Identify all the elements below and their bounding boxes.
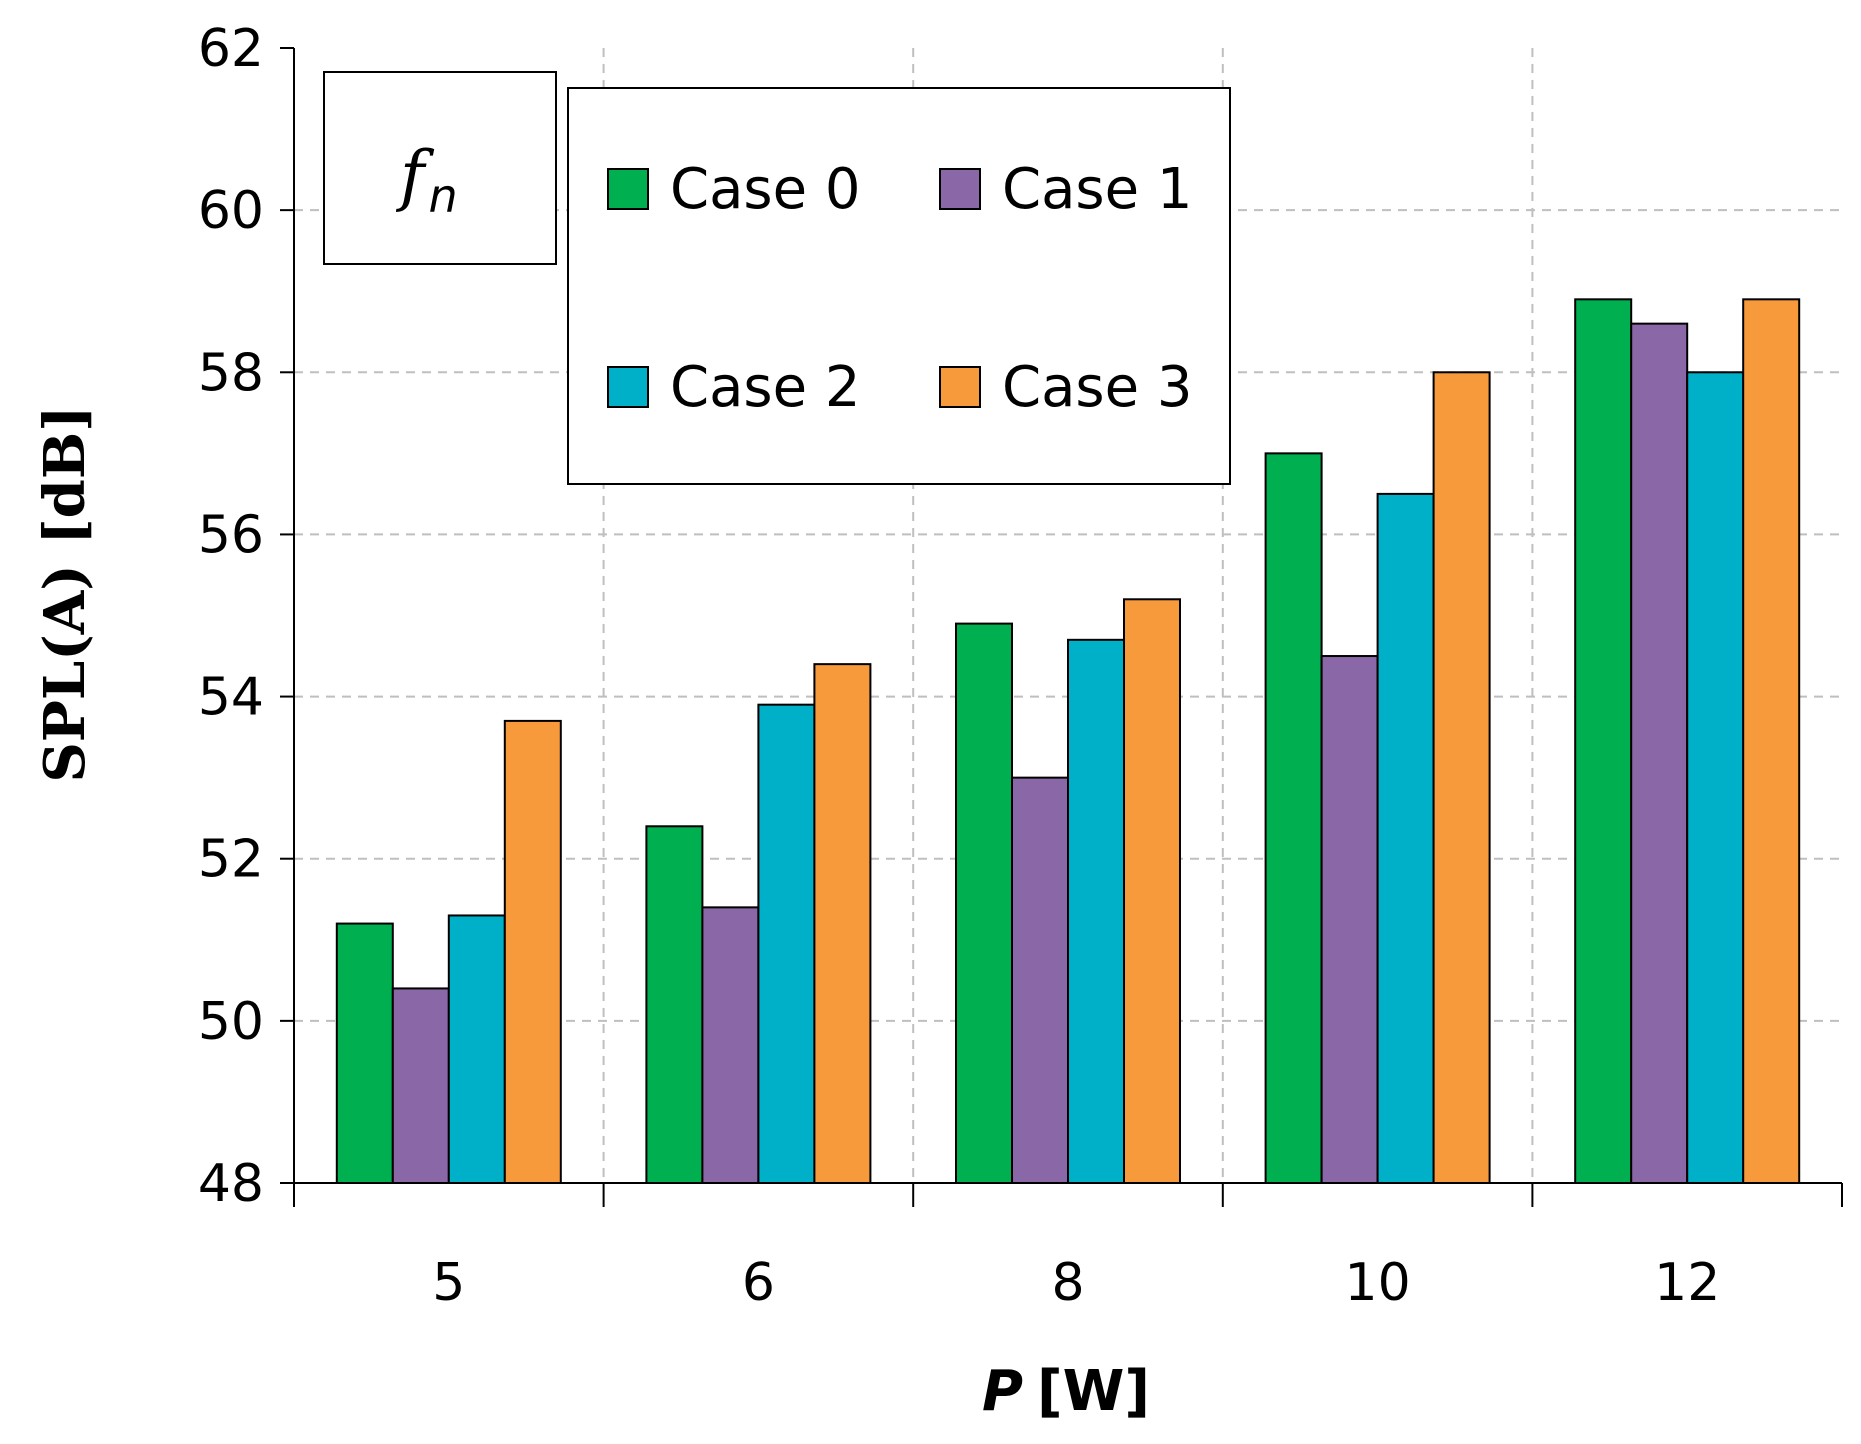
y-tick-label: 58 — [198, 343, 264, 403]
legend-label-case-1: Case 1 — [1002, 157, 1192, 222]
y-tick-label: 52 — [198, 830, 264, 890]
bar-case-3-p10 — [1432, 371, 1491, 1184]
legend-label-case-3: Case 3 — [1002, 355, 1192, 420]
legend-label-case-0: Case 0 — [670, 157, 860, 222]
y-axis-title: SPL(A) [dB] — [32, 405, 98, 782]
bar-case-2-p6 — [757, 703, 816, 1185]
x-axis-unit: [W] — [1037, 1359, 1150, 1424]
bar-case-3-p5 — [503, 719, 562, 1185]
x-tick-label: 6 — [742, 1253, 775, 1313]
bar-case-0-p6 — [645, 825, 704, 1184]
bar-case-1-p12 — [1630, 322, 1689, 1184]
bars — [335, 298, 1801, 1185]
legend-swatch-case-2 — [607, 366, 649, 408]
bar-case-2-p12 — [1686, 371, 1745, 1184]
axes — [280, 47, 1843, 1207]
y-tick-label: 50 — [198, 992, 264, 1052]
x-axis-title: P [W] — [982, 1359, 1150, 1424]
bar-case-0-p12 — [1574, 298, 1633, 1185]
legend-swatch-case-1 — [939, 168, 981, 210]
bar-case-1-p8 — [1011, 776, 1069, 1185]
bar-case-3-p8 — [1123, 598, 1181, 1184]
bar-case-0-p8 — [955, 622, 1013, 1184]
legend-swatch-case-0 — [607, 168, 649, 210]
bar-case-2-p5 — [447, 914, 506, 1184]
bar-case-1-p5 — [391, 987, 450, 1185]
bar-case-0-p5 — [335, 922, 394, 1184]
bar-case-1-p6 — [701, 906, 760, 1184]
bar-case-3-p6 — [813, 663, 872, 1184]
y-tick-label: 60 — [198, 181, 264, 241]
legend-frame — [567, 87, 1231, 485]
bar-case-3-p12 — [1742, 298, 1801, 1185]
x-tick-label: 12 — [1654, 1253, 1720, 1313]
bar-case-1-p10 — [1320, 655, 1379, 1184]
legend: Case 0 Case 1 Case 2 Case 3 — [567, 87, 1231, 485]
legend-label-case-2: Case 2 — [670, 355, 860, 420]
legend-swatch-case-3 — [939, 366, 981, 408]
bar-case-0-p10 — [1264, 452, 1323, 1185]
y-tick-label: 62 — [198, 19, 264, 79]
y-tick-label: 48 — [198, 1154, 264, 1214]
x-tick-label: 8 — [1051, 1253, 1084, 1313]
y-tick-label: 54 — [198, 668, 264, 728]
annotation-box: fn — [323, 71, 557, 265]
x-tick-label: 5 — [432, 1253, 465, 1313]
y-tick-label: 56 — [198, 505, 264, 565]
annotation-subscript: n — [428, 169, 457, 223]
bar-case-2-p10 — [1376, 492, 1435, 1184]
x-tick-label: 10 — [1345, 1253, 1411, 1313]
x-axis-variable: P — [982, 1359, 1023, 1424]
bar-case-2-p8 — [1067, 638, 1125, 1184]
